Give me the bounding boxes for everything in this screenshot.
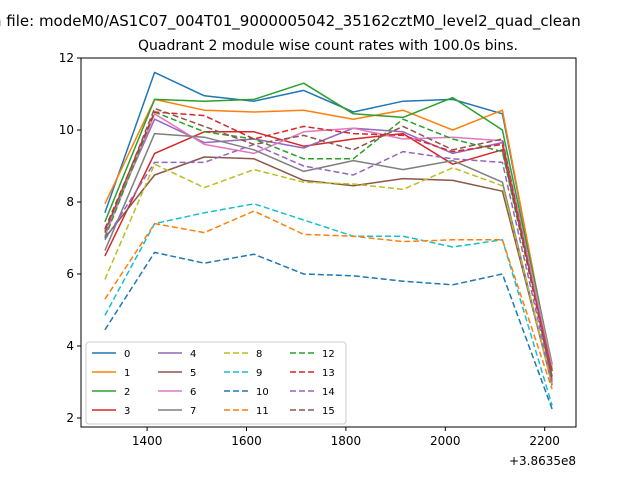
series-line-7 [104,132,553,386]
legend-label-8: 8 [256,349,262,360]
x-tick-label: 1400 [132,434,163,448]
legend-label-11: 11 [256,406,269,417]
legend-label-12: 12 [322,349,335,360]
series-line-15 [104,107,553,379]
legend-label-13: 13 [322,368,335,379]
series-layer [104,71,553,410]
plot-border [80,57,577,428]
chart-suptitle: n file: modeM0/AS1C07_004T01_9000005042_… [0,12,581,31]
legend-box [85,341,347,425]
legend-label-2: 2 [124,387,130,398]
legend-label-10: 10 [256,387,269,398]
legend-label-15: 15 [322,406,335,417]
y-tick-label: 10 [59,123,74,137]
y-tick-label: 2 [66,411,74,425]
x-offset-label: +3.8635e8 [509,454,576,468]
legend-label-5: 5 [190,368,196,379]
x-tick-label: 2200 [529,434,560,448]
x-axis: 1400 1600 1800 2000 2200 [132,427,560,448]
series-line-11 [104,210,553,390]
series-line-9 [104,203,553,406]
x-tick-label: 2000 [430,434,461,448]
legend-label-3: 3 [124,406,130,417]
y-tick-label: 8 [66,195,74,209]
legend-label-14: 14 [322,387,335,398]
legend-label-7: 7 [190,406,196,417]
series-line-0 [104,71,553,370]
series-line-14 [104,143,553,383]
series-line-12 [104,111,553,377]
x-tick-label: 1800 [331,434,362,448]
series-line-8 [104,163,553,384]
legend-label-0: 0 [124,349,130,360]
x-tick-label: 1600 [231,434,262,448]
series-line-10 [104,251,553,410]
legend-label-4: 4 [190,349,196,360]
series-line-13 [104,111,553,381]
y-tick-label: 6 [66,267,74,281]
legend-label-1: 1 [124,368,130,379]
legend-label-9: 9 [256,368,262,379]
chart-title: Quadrant 2 module wise count rates with … [138,38,518,54]
legend-label-6: 6 [190,387,196,398]
y-tick-label: 12 [59,51,74,65]
series-line-1 [104,98,553,372]
y-tick-label: 4 [66,339,74,353]
y-axis: 2 4 6 8 10 12 [59,51,81,425]
series-line-2 [104,82,553,365]
